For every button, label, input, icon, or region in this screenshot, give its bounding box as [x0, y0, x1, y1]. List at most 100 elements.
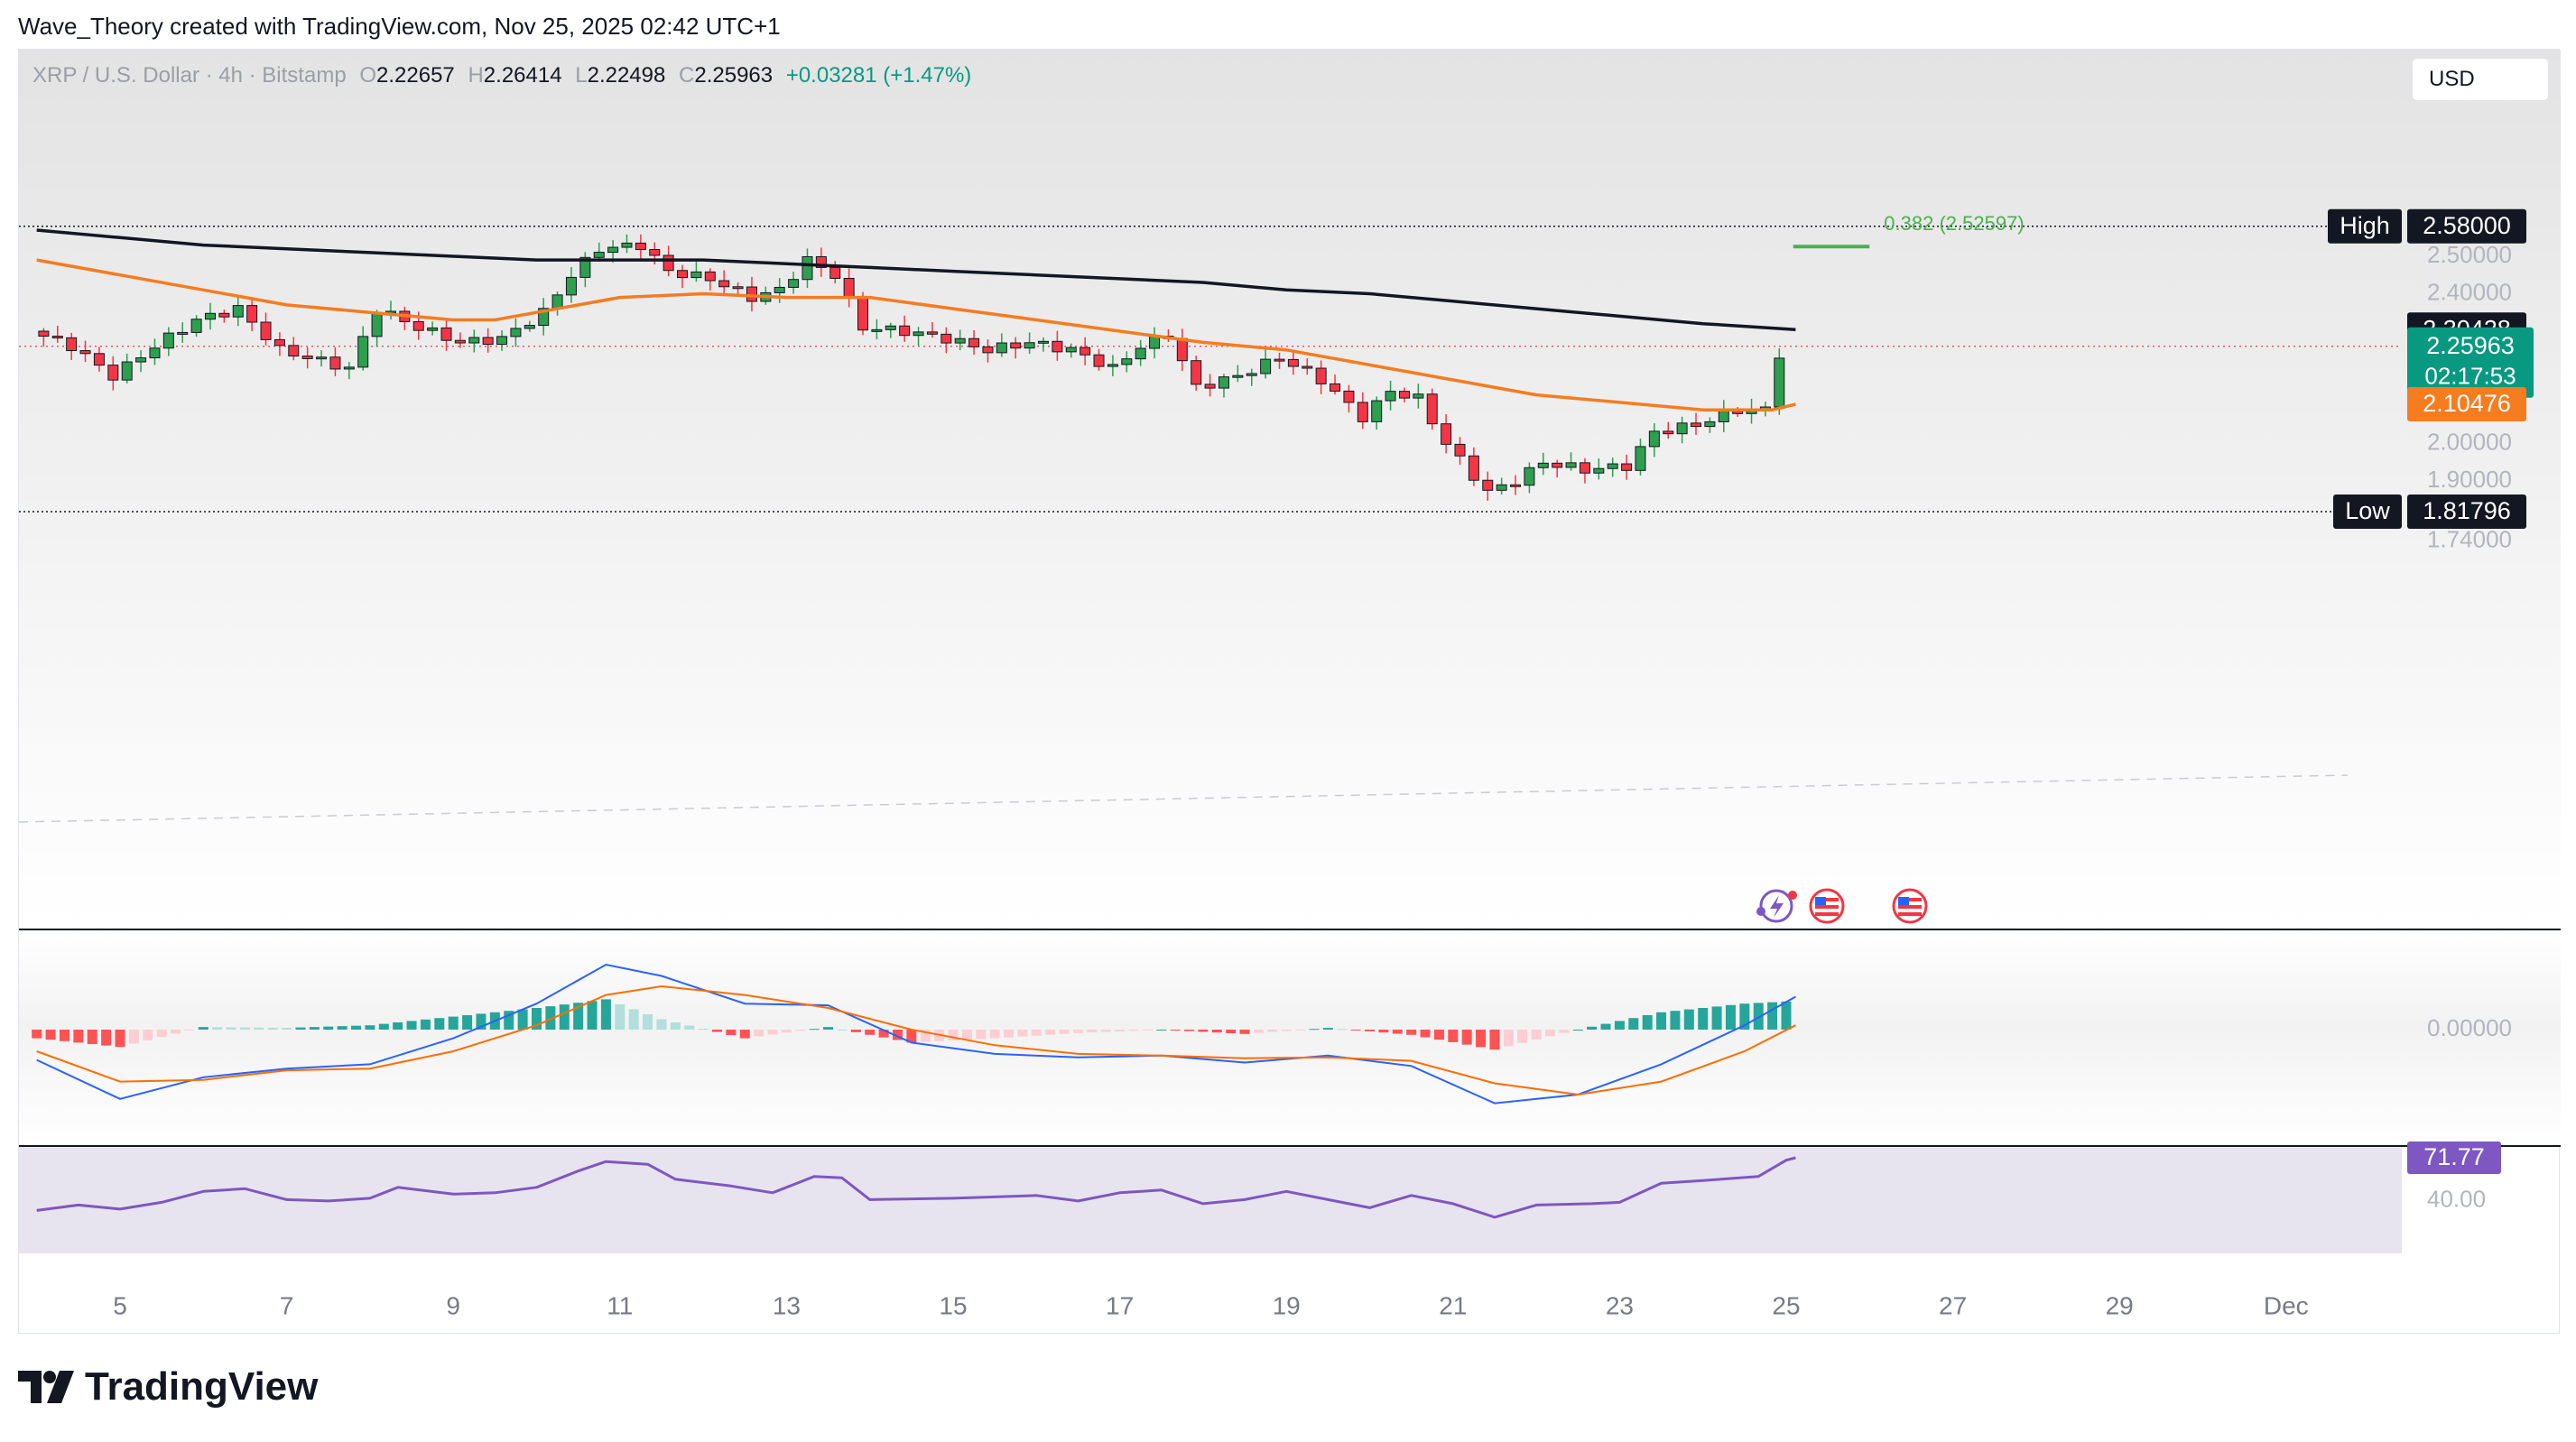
candle-bullish[interactable] — [871, 328, 883, 332]
candle-bearish[interactable] — [1343, 390, 1355, 403]
candle-bearish[interactable] — [329, 356, 341, 370]
ema-line[interactable] — [36, 258, 1796, 411]
candle-bullish[interactable] — [1593, 467, 1605, 474]
candle-bearish[interactable] — [38, 330, 50, 337]
tradingview-logo[interactable]: TradingView — [18, 1364, 318, 1410]
candle-bullish[interactable] — [1565, 462, 1577, 468]
last-price-tag[interactable] — [2407, 327, 2534, 398]
candle-bullish[interactable] — [232, 305, 244, 318]
candle-bullish[interactable] — [1774, 357, 1785, 408]
candle-bullish[interactable] — [621, 242, 633, 248]
macd-line[interactable] — [36, 963, 1796, 1105]
macd-signal-line[interactable] — [36, 984, 1796, 1096]
candle-bullish[interactable] — [1135, 347, 1146, 360]
candle-bearish[interactable] — [704, 271, 716, 282]
candle-bullish[interactable] — [565, 276, 577, 296]
candle-bearish[interactable] — [1191, 360, 1202, 385]
rsi-line[interactable] — [36, 1156, 1796, 1219]
candle-bullish[interactable] — [551, 294, 563, 310]
candle-bullish[interactable] — [121, 361, 133, 381]
candle-bullish[interactable] — [690, 271, 702, 279]
candle-bullish[interactable] — [1037, 340, 1049, 344]
candle-bearish[interactable] — [1093, 354, 1105, 367]
candle-bullish[interactable] — [1065, 347, 1077, 353]
candle-bullish[interactable] — [468, 337, 480, 344]
candle-bullish[interactable] — [1260, 358, 1272, 374]
candle-bullish[interactable] — [190, 319, 202, 333]
candle-bearish[interactable] — [288, 345, 300, 357]
candle-bullish[interactable] — [1524, 467, 1535, 486]
candle-bearish[interactable] — [454, 339, 466, 344]
candle-bearish[interactable] — [1441, 423, 1452, 445]
candle-bearish[interactable] — [815, 255, 827, 268]
candle-bullish[interactable] — [1218, 376, 1229, 389]
event-markers[interactable] — [1756, 888, 1928, 924]
candle-bullish[interactable] — [788, 279, 800, 288]
candle-bearish[interactable] — [412, 320, 424, 331]
candle-bullish[interactable] — [371, 312, 383, 337]
candle-bearish[interactable] — [1579, 462, 1590, 474]
candle-bearish[interactable] — [1315, 367, 1327, 384]
candle-bullish[interactable] — [607, 246, 619, 254]
candle-bearish[interactable] — [941, 333, 952, 344]
flash-event-icon[interactable] — [1756, 889, 1797, 923]
candle-bearish[interactable] — [1468, 455, 1479, 481]
candle-bearish[interactable] — [663, 254, 674, 272]
candle-bearish[interactable] — [301, 356, 313, 359]
candle-bullish[interactable] — [1107, 364, 1118, 367]
currency-button[interactable]: USD — [2412, 58, 2549, 101]
candle-bullish[interactable] — [1648, 430, 1660, 448]
candle-bearish[interactable] — [1204, 384, 1216, 389]
candle-bearish[interactable] — [246, 305, 258, 323]
candle-bullish[interactable] — [593, 252, 605, 258]
candle-bearish[interactable] — [1454, 443, 1466, 457]
candle-bullish[interactable] — [954, 337, 966, 344]
candle-bullish[interactable] — [774, 286, 785, 293]
candle-bearish[interactable] — [482, 337, 494, 346]
candle-bearish[interactable] — [1482, 479, 1494, 491]
candle-bullish[interactable] — [1413, 393, 1424, 399]
candle-bullish[interactable] — [496, 336, 508, 346]
candle-bullish[interactable] — [802, 255, 813, 281]
candle-bullish[interactable] — [1232, 374, 1244, 378]
high-value-tag[interactable] — [2407, 208, 2526, 244]
candle-bearish[interactable] — [857, 296, 869, 331]
candle-bullish[interactable] — [1718, 410, 1729, 422]
candle-bearish[interactable] — [1621, 463, 1633, 471]
candle-bearish[interactable] — [260, 321, 272, 340]
sma-line[interactable] — [36, 228, 1796, 331]
candle-bullish[interactable] — [1704, 421, 1716, 428]
candle-bearish[interactable] — [899, 325, 911, 337]
candle-bearish[interactable] — [1052, 340, 1063, 353]
candle-bearish[interactable] — [1302, 365, 1313, 369]
candle-bullish[interactable] — [913, 331, 924, 337]
candle-bearish[interactable] — [1552, 462, 1563, 468]
candle-bullish[interactable] — [1607, 463, 1618, 469]
candle-bullish[interactable] — [1537, 462, 1549, 468]
candle-bullish[interactable] — [1385, 391, 1396, 402]
candle-bearish[interactable] — [1510, 484, 1522, 487]
candle-bullish[interactable] — [316, 356, 328, 360]
candle-bearish[interactable] — [926, 331, 938, 335]
trend-dashed-line[interactable] — [19, 774, 2349, 823]
candle-bearish[interactable] — [79, 350, 91, 355]
candle-bearish[interactable] — [843, 277, 855, 298]
candle-bearish[interactable] — [1330, 383, 1341, 392]
candle-bullish[interactable] — [579, 256, 591, 278]
us-flag-icon[interactable] — [1809, 888, 1845, 924]
chart-canvas[interactable]: 0.382 (2.52597) 2.50000 2.40000 2.00000 1.9… — [19, 50, 2561, 1335]
candle-bullish[interactable] — [996, 342, 1007, 354]
candle-bearish[interactable] — [1176, 337, 1188, 362]
rsi-value-tag[interactable] — [2407, 1142, 2501, 1174]
candle-bullish[interactable] — [204, 312, 216, 320]
candle-bearish[interactable] — [1357, 402, 1368, 422]
candle-bullish[interactable] — [510, 328, 522, 337]
candle-bearish[interactable] — [677, 270, 689, 279]
candle-bullish[interactable] — [1676, 422, 1688, 435]
candle-bearish[interactable] — [107, 365, 119, 381]
candle-bearish[interactable] — [218, 312, 230, 318]
candle-bullish[interactable] — [177, 331, 189, 335]
candle-bearish[interactable] — [968, 337, 980, 347]
low-value-tag[interactable] — [2407, 495, 2526, 530]
candle-bullish[interactable] — [538, 308, 550, 327]
